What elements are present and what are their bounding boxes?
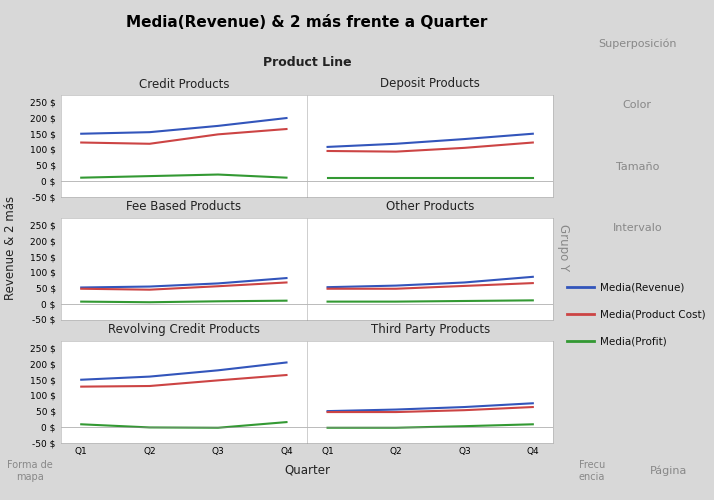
Text: Third Party Products: Third Party Products — [371, 324, 490, 336]
Text: Media(Revenue) & 2 más frente a Quarter: Media(Revenue) & 2 más frente a Quarter — [126, 15, 488, 30]
Text: Other Products: Other Products — [386, 200, 474, 213]
Text: Color: Color — [623, 100, 652, 110]
Text: Superposición: Superposición — [598, 38, 676, 49]
Text: Deposit Products: Deposit Products — [381, 78, 480, 90]
Text: Fee Based Products: Fee Based Products — [126, 200, 241, 213]
Text: Intervalo: Intervalo — [613, 223, 662, 233]
Text: Product Line: Product Line — [263, 56, 351, 70]
Text: Quarter: Quarter — [284, 464, 330, 476]
Text: Grupo Y: Grupo Y — [557, 224, 570, 271]
Text: Credit Products: Credit Products — [139, 78, 229, 90]
Text: Frecu
encia: Frecu encia — [578, 460, 605, 482]
Text: Revenue & 2 más: Revenue & 2 más — [4, 196, 17, 300]
Text: Página: Página — [650, 466, 687, 476]
Text: Tamaño: Tamaño — [615, 162, 659, 172]
Text: Media(Revenue): Media(Revenue) — [600, 282, 685, 292]
Text: Media(Profit): Media(Profit) — [600, 336, 667, 346]
Text: Forma de
mapa: Forma de mapa — [7, 460, 54, 482]
Text: Revolving Credit Products: Revolving Credit Products — [108, 324, 260, 336]
Text: Media(Product Cost): Media(Product Cost) — [600, 309, 706, 319]
